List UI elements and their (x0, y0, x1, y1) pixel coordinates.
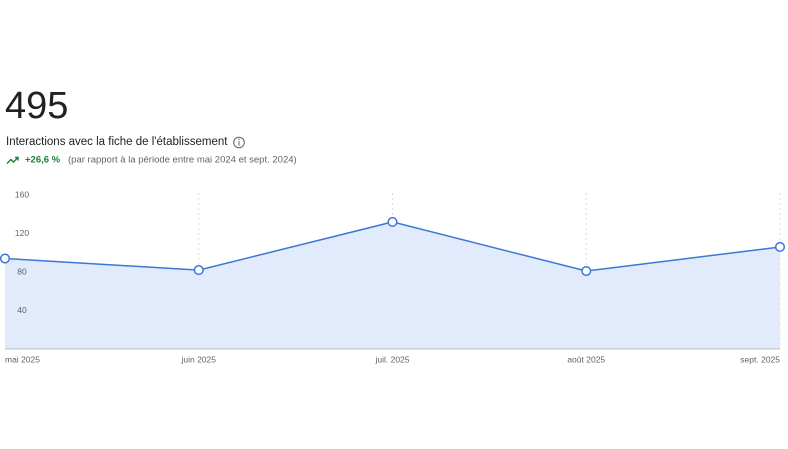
info-icon[interactable] (233, 136, 245, 149)
x-tick-label: août 2025 (567, 354, 605, 364)
x-tick-label: juil. 2025 (374, 354, 409, 364)
metric-label: Interactions avec la fiche de l'établiss… (6, 136, 228, 148)
point (193, 265, 204, 276)
point (774, 241, 786, 253)
area (5, 221, 780, 349)
total-value: 495 (5, 85, 68, 127)
chart: 40 80 120 160 mai 2025 juin 2025 juil. 2025 aoû… (0, 189, 786, 364)
x-tick-label: mai 2025 (5, 354, 40, 364)
trend-icon-head (15, 156, 19, 161)
y-tick-label: 120 (15, 228, 29, 238)
y-tick-label: 40 (17, 305, 27, 315)
x-tick-label: juin 2025 (180, 354, 216, 364)
trend-icon (6, 157, 19, 164)
y-tick-label: 80 (17, 266, 27, 276)
comparison-text: (par rapport à la période entre mai 2024… (68, 155, 297, 166)
y-tick-label: 160 (15, 189, 29, 199)
point (387, 216, 398, 227)
point (581, 265, 592, 277)
x-tick-label: sept. 2025 (740, 354, 780, 364)
change-value: +26,6 % (25, 155, 61, 166)
point (0, 253, 11, 264)
